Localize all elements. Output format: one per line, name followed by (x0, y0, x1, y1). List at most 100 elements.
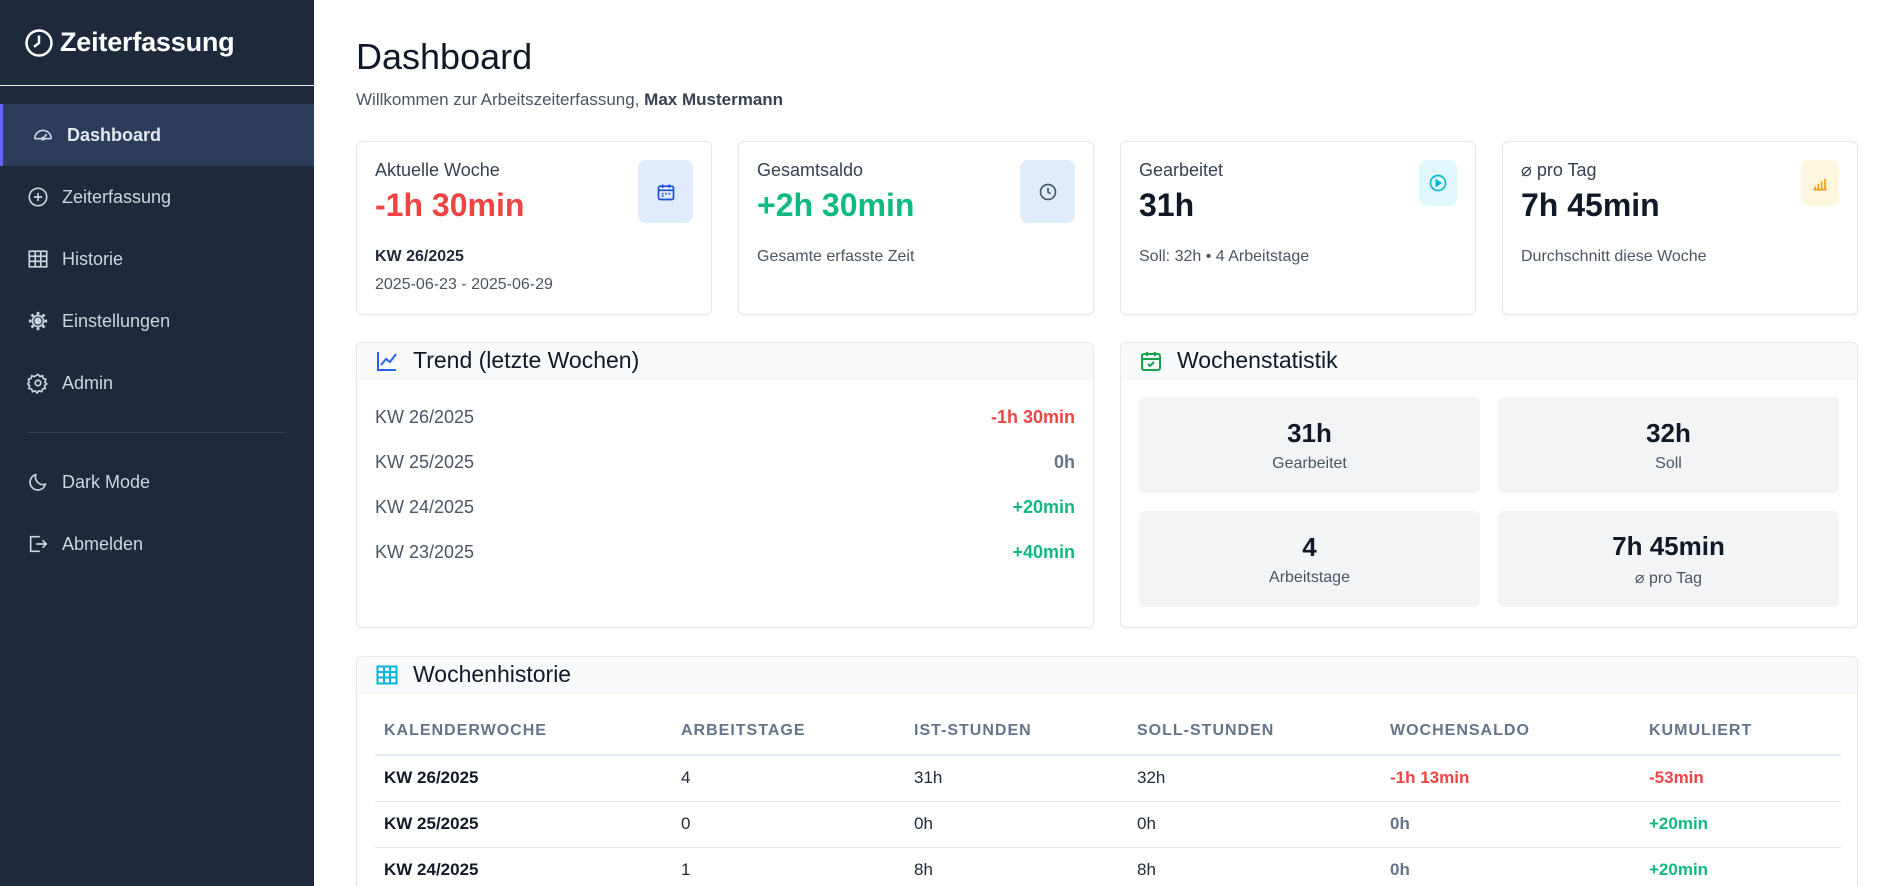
weekstats-panel-header: Wochenstatistik (1121, 343, 1857, 379)
sidebar-item-admin[interactable]: Admin (0, 352, 314, 414)
sidebar-item-zeiterfassung[interactable]: Zeiterfassung (0, 166, 314, 228)
weekstat-value: 32h (1646, 417, 1691, 448)
sidebar: Zeiterfassung Dashboard Zeiterfassung Hi… (0, 0, 314, 886)
plus-circle-icon (27, 186, 49, 208)
cell-week: KW 24/2025 (375, 847, 672, 886)
gauge-icon (32, 124, 54, 146)
clock-logo-icon (25, 28, 53, 57)
cell-saldo: 0h (1381, 847, 1640, 886)
table-row[interactable]: KW 25/2025 0 0h 0h 0h +20min (375, 801, 1841, 848)
stat-label: ⌀ pro Tag (1521, 160, 1597, 180)
sidebar-item-label: Historie (62, 248, 124, 269)
cell-kumuliert: +20min (1640, 847, 1841, 886)
main-content: Dashboard Willkommen zur Arbeitszeiterfa… (314, 0, 1899, 886)
worked-card: Gearbeitet 31h Soll: 32h • 4 Arbeitstage (1120, 141, 1476, 315)
brand[interactable]: Zeiterfassung (0, 0, 314, 86)
sidebar-item-label: Dark Mode (62, 471, 151, 492)
sidebar-item-dark-mode[interactable]: Dark Mode (0, 451, 314, 513)
sidebar-item-label: Abmelden (62, 533, 144, 554)
cell-kumuliert: -53min (1640, 755, 1841, 802)
weekstat-label: ⌀ pro Tag (1634, 569, 1703, 587)
stat-sub: Soll: 32h • 4 Arbeitstage (1139, 248, 1310, 265)
cell-week: KW 25/2025 (375, 801, 672, 848)
cell-kumuliert: +20min (1640, 801, 1841, 848)
cell-soll: 8h (1128, 847, 1381, 886)
cell-ist: 31h (905, 755, 1128, 802)
play-circle-icon (1419, 160, 1457, 206)
moon-icon (27, 471, 49, 493)
sidebar-item-label: Dashboard (67, 124, 162, 145)
trend-value: +40min (1012, 542, 1075, 562)
panel-title: Trend (letzte Wochen) (413, 347, 640, 373)
cell-week: KW 26/2025 (375, 755, 672, 802)
weekstat-box: 7h 45min ⌀ pro Tag (1498, 511, 1839, 607)
weekstat-box: 31h Gearbeitet (1139, 397, 1480, 493)
trend-value: +20min (1012, 497, 1075, 517)
trend-value: -1h 30min (990, 407, 1075, 427)
table-grid-icon (376, 665, 398, 684)
welcome-prefix: Willkommen zur Arbeitszeiterfassung, (356, 90, 640, 109)
stat-sub: Durchschnitt diese Woche (1521, 248, 1707, 265)
table-row[interactable]: KW 26/2025 4 31h 32h -1h 13min -53min (375, 755, 1841, 802)
current-week-card: Aktuelle Woche -1h 30min KW 26/2025 2025… (356, 141, 712, 315)
column-header[interactable]: KALENDERWOCHE (375, 707, 672, 756)
gear-filled-icon (27, 310, 49, 332)
app-title: Zeiterfassung (60, 27, 235, 57)
sidebar-item-abmelden[interactable]: Abmelden (0, 513, 314, 575)
stat-value: 7h 45min (1521, 187, 1660, 223)
trend-value: 0h (1053, 452, 1075, 472)
weekstat-value: 7h 45min (1612, 530, 1725, 561)
trend-week: KW 24/2025 (375, 497, 475, 517)
trend-row: KW 25/2025 0h (357, 440, 1093, 485)
column-header[interactable]: KUMULIERT (1640, 707, 1841, 756)
cell-soll: 32h (1128, 755, 1381, 802)
week-label: KW 26/2025 (375, 248, 464, 265)
cell-saldo: -1h 13min (1381, 755, 1640, 802)
column-header[interactable]: ARBEITSTAGE (672, 707, 905, 756)
per-day-card: ⌀ pro Tag 7h 45min Durchschnitt diese Wo… (1502, 141, 1858, 315)
table-row[interactable]: KW 24/2025 1 8h 8h 0h +20min (375, 847, 1841, 886)
user-name: Max Mustermann (644, 90, 784, 109)
sidebar-nav: Dashboard Zeiterfassung Historie Einstel… (0, 86, 314, 575)
sidebar-item-einstellungen[interactable]: Einstellungen (0, 290, 314, 352)
cell-days: 1 (672, 847, 905, 886)
stat-range: 2025-06-23 - 2025-06-29 (375, 276, 553, 293)
cell-days: 4 (672, 755, 905, 802)
total-balance-card: Gesamtsaldo +2h 30min Gesamte erfasste Z… (738, 141, 1094, 315)
line-chart-icon (377, 351, 397, 371)
weekstat-box: 32h Soll (1498, 397, 1839, 493)
trend-list: KW 26/2025 -1h 30min KW 25/2025 0h KW 24… (357, 379, 1093, 575)
history-panel-header: Wochenhistorie (357, 657, 1857, 693)
sidebar-item-label: Admin (62, 372, 114, 393)
weekstat-label: Arbeitstage (1269, 568, 1350, 586)
page-title: Dashboard (356, 36, 533, 77)
trend-week: KW 23/2025 (375, 542, 475, 562)
table-icon (27, 248, 49, 270)
column-header[interactable]: WOCHENSALDO (1381, 707, 1640, 756)
column-header[interactable]: IST-STUNDEN (905, 707, 1128, 756)
column-header[interactable]: SOLL-STUNDEN (1128, 707, 1381, 756)
sidebar-divider (28, 432, 286, 433)
trend-panel: Trend (letzte Wochen) KW 26/2025 -1h 30m… (356, 342, 1094, 628)
sidebar-item-dashboard[interactable]: Dashboard (0, 104, 314, 166)
clock-icon (1020, 160, 1075, 223)
weekstat-value: 31h (1287, 417, 1332, 448)
cell-saldo: 0h (1381, 801, 1640, 848)
gear-outline-icon (27, 372, 49, 394)
trend-week: KW 25/2025 (375, 452, 475, 472)
weekstat-value: 4 (1302, 531, 1317, 562)
history-panel: Wochenhistorie KALENDERWOCHE ARBEITSTAGE… (356, 656, 1858, 886)
sidebar-item-historie[interactable]: Historie (0, 228, 314, 290)
trend-row: KW 23/2025 +40min (357, 530, 1093, 575)
trend-panel-header: Trend (letzte Wochen) (357, 343, 1093, 379)
cell-ist: 0h (905, 801, 1128, 848)
sidebar-item-label: Einstellungen (62, 310, 171, 331)
trend-row: KW 24/2025 +20min (357, 485, 1093, 530)
panel-title: Wochenstatistik (1177, 347, 1338, 373)
weekstat-label: Soll (1655, 454, 1682, 472)
stat-label: Gearbeitet (1139, 160, 1224, 180)
panel-title: Wochenhistorie (413, 661, 572, 687)
stat-value: -1h 30min (375, 187, 525, 223)
calendar-icon (638, 160, 693, 223)
trend-row: KW 26/2025 -1h 30min (357, 395, 1093, 440)
